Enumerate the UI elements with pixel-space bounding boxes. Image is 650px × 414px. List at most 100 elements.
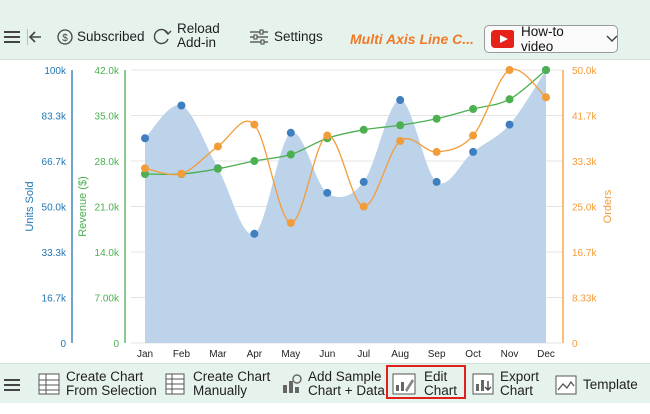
- sliders-icon: [250, 29, 268, 45]
- template-label: Template: [583, 377, 638, 392]
- create-chart-manually-button[interactable]: Create Chart Manually: [165, 370, 270, 398]
- revenue-tick-label: 42.0k: [95, 66, 120, 77]
- units-sold-point: [432, 177, 441, 186]
- settings-label: Settings: [274, 29, 323, 44]
- orders-tick-label: 8.33k: [572, 294, 597, 305]
- revenue-tick-label: 21.0k: [95, 203, 120, 214]
- revenue-point: [469, 105, 478, 113]
- units-tick-label: 16.7k: [42, 294, 67, 305]
- units-sold-point: [505, 120, 514, 129]
- subscribed-label: Subscribed: [77, 29, 145, 44]
- orders-tick-label: 33.3k: [572, 157, 597, 168]
- export-chart-button[interactable]: Export Chart: [472, 370, 539, 398]
- edit-chart-highlight: [386, 365, 466, 399]
- units-tick-label: 100k: [44, 66, 67, 77]
- units-sold-point: [396, 96, 405, 105]
- chevron-down-icon: [605, 35, 617, 43]
- howto-video-button[interactable]: How-to video: [484, 24, 618, 54]
- menu-icon[interactable]: [4, 30, 20, 44]
- units-sold-point: [286, 128, 295, 137]
- orders-point: [359, 202, 368, 211]
- edit-chart-icon: [392, 373, 416, 395]
- units-sold-point: [323, 188, 332, 197]
- orders-point: [286, 218, 295, 227]
- orders-tick-label: 50.0k: [572, 66, 597, 77]
- orders-axis-title: Orders: [602, 189, 614, 223]
- svg-text:$: $: [62, 33, 68, 44]
- subscribed-button[interactable]: $ Subscribed: [57, 29, 145, 45]
- top-toolbar: $ Subscribed Reload Add-in Settings Mult…: [0, 0, 650, 60]
- create-chart-from-selection-button[interactable]: Create Chart From Selection: [38, 370, 157, 398]
- x-tick-label: Aug: [391, 349, 409, 360]
- edit-chart-label: Edit Chart: [424, 369, 458, 398]
- revenue-tick-label: 7.00k: [95, 294, 120, 305]
- units-tick-label: 83.3k: [42, 112, 67, 123]
- revenue-point: [432, 114, 441, 123]
- units-axis-title: Units Sold: [24, 181, 36, 231]
- revenue-point: [141, 170, 149, 178]
- add-sample-label: Add Sample Chart + Data: [308, 369, 385, 398]
- revenue-point: [286, 150, 295, 159]
- x-tick-label: Nov: [501, 349, 519, 360]
- table-icon: [38, 373, 60, 395]
- dollar-circle-icon: $: [57, 29, 73, 45]
- reload-label: Reload Add-in: [177, 21, 220, 50]
- x-tick-label: May: [281, 349, 300, 360]
- orders-tick-label: 41.7k: [572, 112, 597, 123]
- orders-point: [396, 136, 405, 145]
- orders-point: [432, 147, 441, 156]
- revenue-tick-label: 35.0k: [95, 112, 120, 123]
- export-chart-icon: [472, 373, 494, 395]
- units-sold-point: [141, 134, 149, 143]
- orders-point: [177, 169, 186, 178]
- orders-point: [250, 120, 259, 129]
- units-sold-area: [145, 70, 546, 343]
- orders-point: [323, 131, 332, 140]
- orders-tick-label: 25.0k: [572, 203, 597, 214]
- bottom-menu-icon[interactable]: [4, 378, 20, 392]
- create-manually-label: Create Chart Manually: [193, 369, 271, 398]
- template-button[interactable]: Template: [555, 375, 638, 395]
- revenue-point: [396, 121, 405, 130]
- x-tick-label: Sep: [428, 349, 446, 360]
- units-sold-point: [250, 229, 259, 238]
- bottom-toolbar: Create Chart From Selection Create Chart…: [0, 363, 650, 403]
- revenue-tick-label: 28.0k: [95, 157, 120, 168]
- orders-point: [141, 164, 149, 173]
- units-tick-label: 50.0k: [42, 203, 67, 214]
- revenue-point: [542, 66, 550, 74]
- template-icon: [555, 375, 577, 395]
- add-sample-chart-button[interactable]: Add Sample Chart + Data: [281, 370, 385, 398]
- x-tick-label: Dec: [537, 349, 555, 360]
- x-tick-label: Mar: [209, 349, 227, 360]
- orders-point: [213, 142, 222, 151]
- x-tick-label: Apr: [247, 349, 263, 360]
- reload-icon: [153, 28, 172, 45]
- export-chart-label: Export Chart: [500, 369, 540, 398]
- howto-label: How-to video: [521, 24, 564, 54]
- units-sold-point: [359, 177, 368, 186]
- x-tick-label: Jun: [319, 349, 335, 360]
- back-arrow-icon[interactable]: [27, 29, 43, 45]
- reload-addin-button[interactable]: Reload Add-in: [152, 22, 220, 50]
- units-tick-label: 66.7k: [42, 157, 67, 168]
- orders-point: [542, 93, 550, 102]
- revenue-point: [250, 157, 259, 165]
- units-sold-point: [177, 101, 186, 110]
- units-sold-point: [469, 147, 478, 156]
- table-edit-icon: [165, 373, 185, 395]
- edit-chart-button[interactable]: Edit Chart: [392, 370, 457, 398]
- multi-axis-chart: 0 16.7k 33.3k 50.0k 66.7k 83.3k 100k Units Sold…: [24, 66, 614, 360]
- settings-button[interactable]: Settings: [250, 29, 323, 45]
- units-tick-label: 33.3k: [42, 248, 67, 259]
- revenue-axis-title: Revenue ($): [77, 176, 89, 237]
- x-tick-label: Jul: [357, 349, 370, 360]
- orders-tick-label: 0: [572, 339, 578, 350]
- revenue-point: [213, 164, 222, 173]
- units-tick-label: 0: [60, 339, 66, 350]
- x-tick-label: Oct: [465, 349, 481, 360]
- chart-name: Multi Axis Line C...: [350, 31, 474, 47]
- revenue-tick-label: 0: [113, 339, 119, 350]
- orders-point: [469, 131, 478, 140]
- x-tick-label: Jan: [137, 349, 153, 360]
